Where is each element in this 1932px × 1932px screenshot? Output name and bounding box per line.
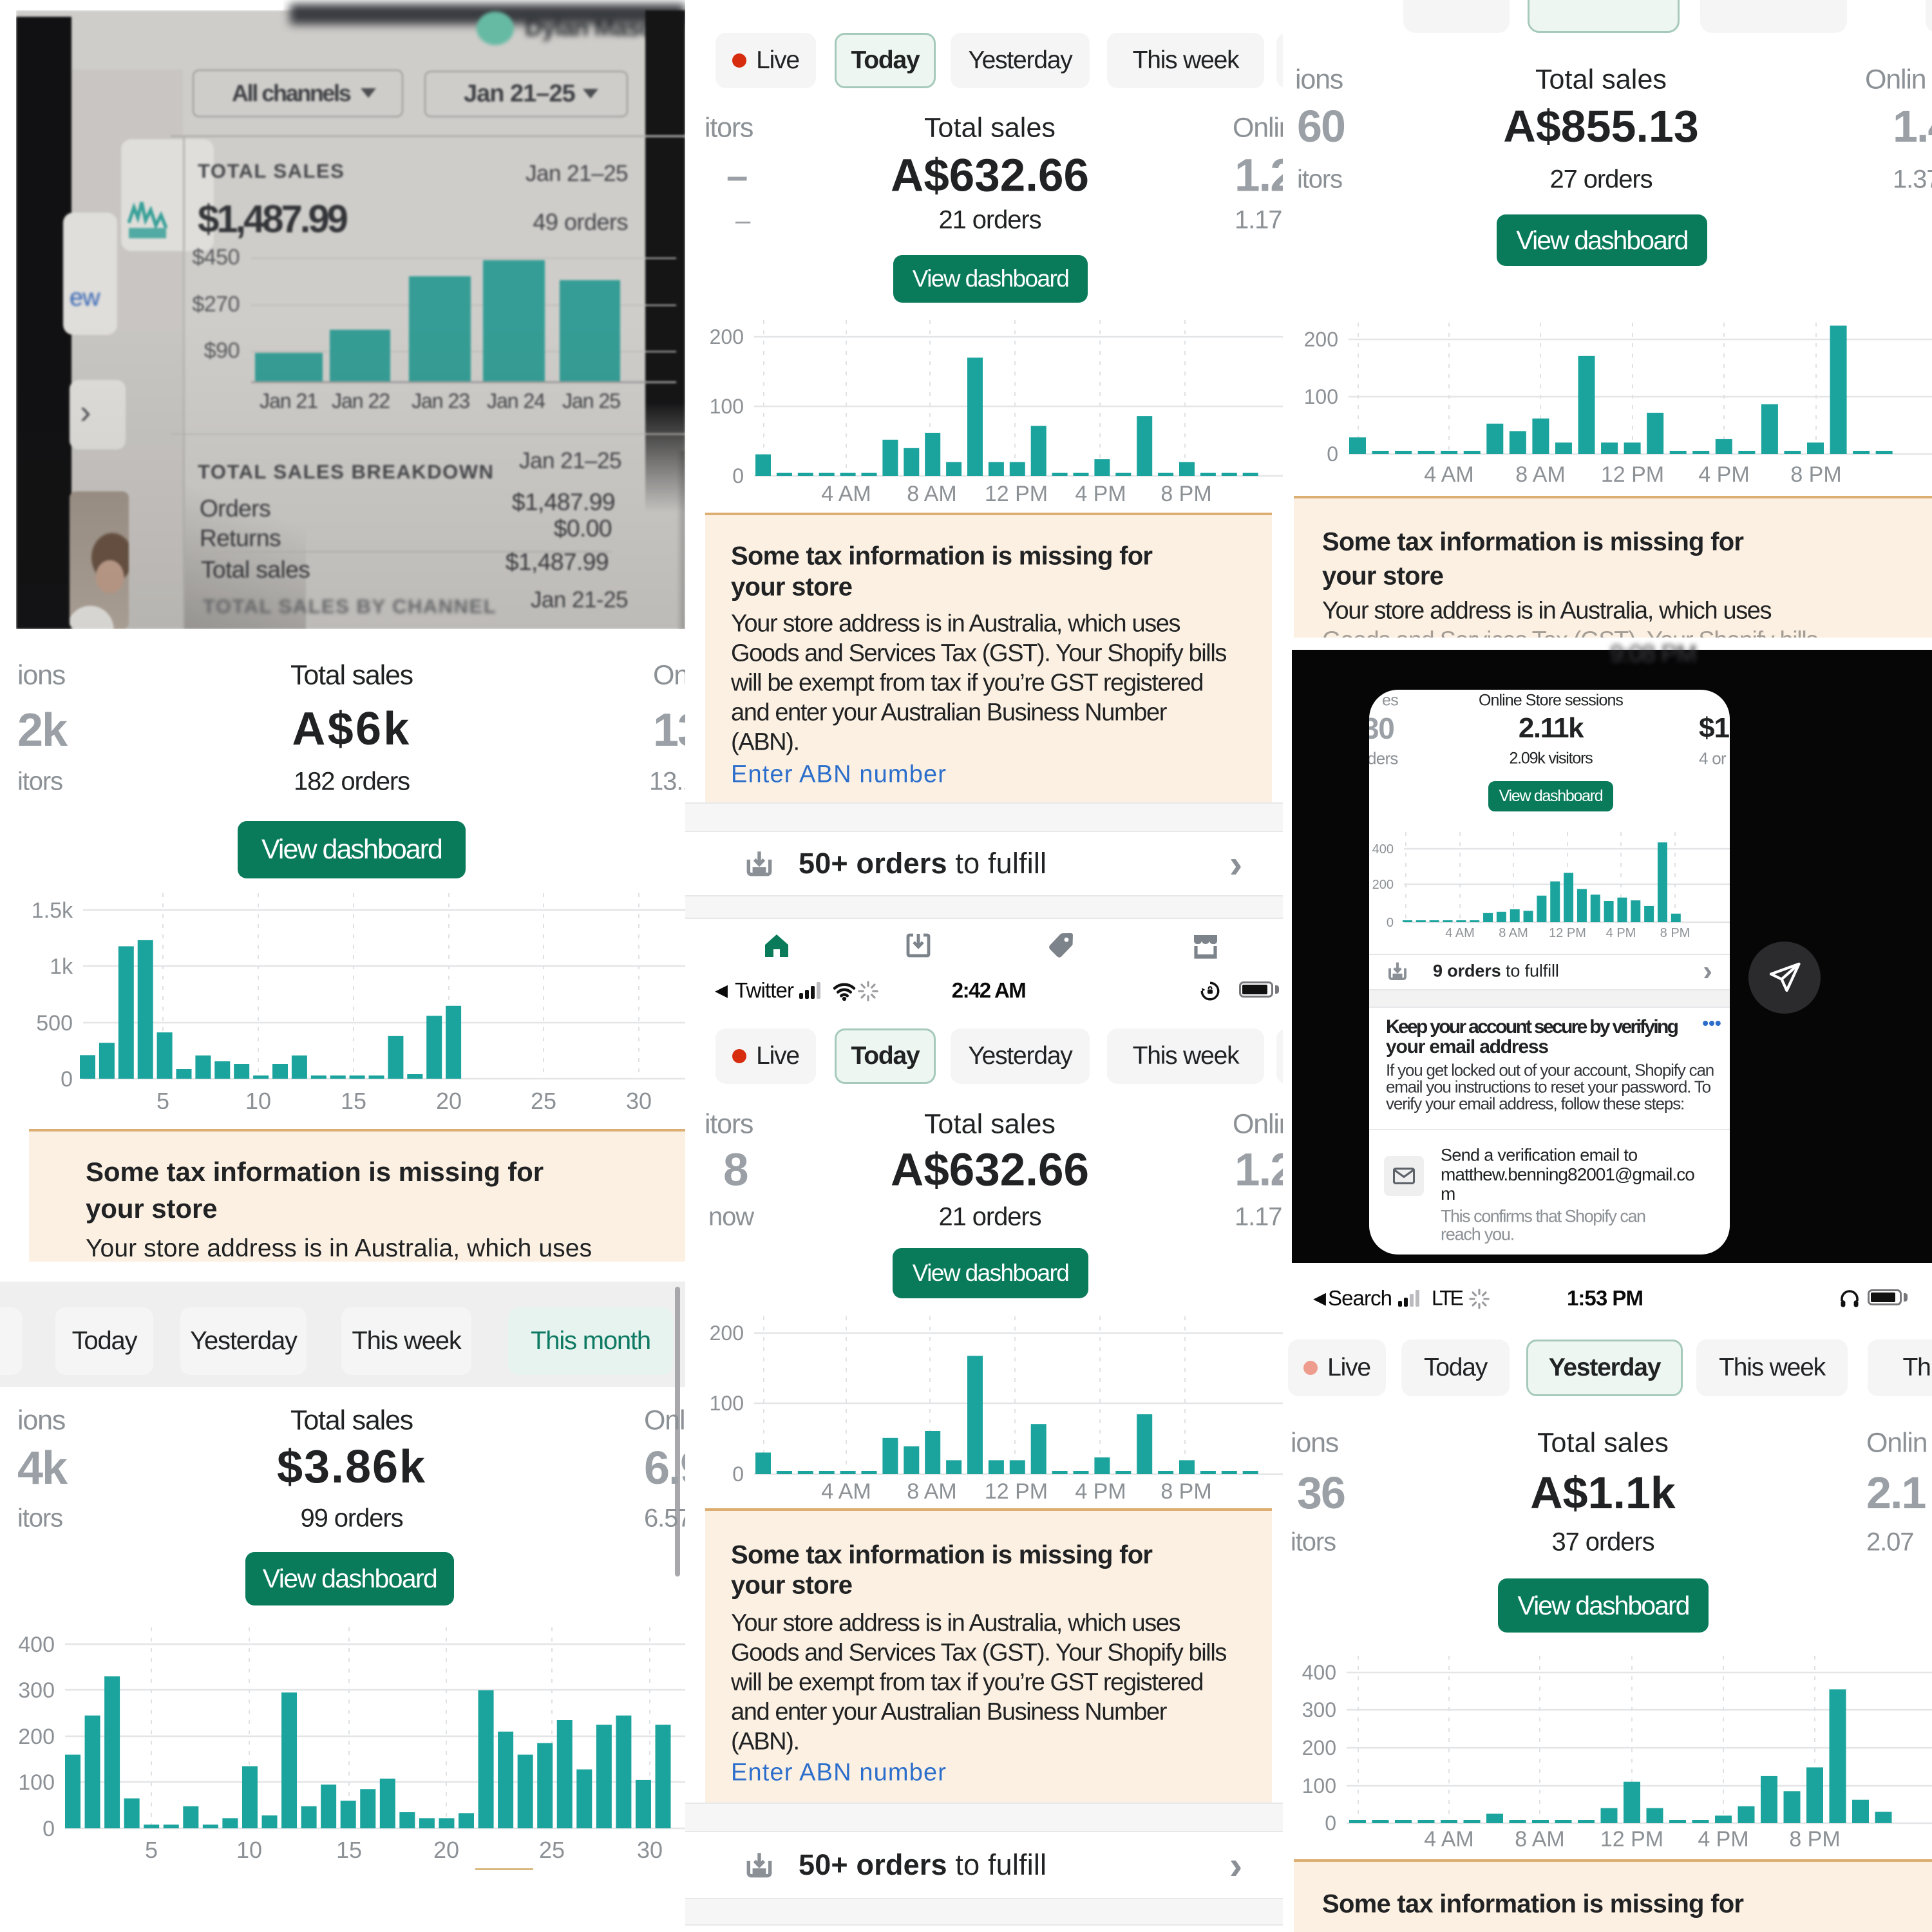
svg-text:0: 0 xyxy=(732,464,744,488)
svg-text:10: 10 xyxy=(236,1837,262,1863)
svg-text:500: 500 xyxy=(36,1011,73,1036)
svg-text:8 AM: 8 AM xyxy=(907,1479,956,1504)
svg-text:4 AM: 4 AM xyxy=(821,482,871,506)
svg-text:10: 10 xyxy=(245,1088,271,1109)
svg-text:12 PM: 12 PM xyxy=(985,482,1048,506)
svg-text:1k: 1k xyxy=(50,954,73,979)
svg-text:4 AM: 4 AM xyxy=(1445,926,1475,940)
svg-text:20: 20 xyxy=(433,1837,459,1863)
svg-text:0: 0 xyxy=(61,1067,73,1092)
svg-text:12 PM: 12 PM xyxy=(985,1479,1048,1504)
svg-text:4 AM: 4 AM xyxy=(821,1479,871,1504)
svg-text:200: 200 xyxy=(1302,1736,1336,1759)
svg-text:300: 300 xyxy=(1302,1698,1336,1721)
svg-text:4 PM: 4 PM xyxy=(1698,462,1749,487)
svg-text:8 AM: 8 AM xyxy=(907,482,956,506)
svg-text:300: 300 xyxy=(18,1678,55,1703)
svg-text:400: 400 xyxy=(1372,842,1394,857)
svg-text:12 PM: 12 PM xyxy=(1549,926,1586,940)
svg-text:4 PM: 4 PM xyxy=(1698,1827,1748,1849)
svg-text:8 AM: 8 AM xyxy=(1499,926,1528,940)
svg-text:0: 0 xyxy=(43,1817,55,1841)
svg-text:8 PM: 8 PM xyxy=(1790,462,1841,487)
svg-text:20: 20 xyxy=(436,1088,462,1109)
svg-text:0: 0 xyxy=(1327,442,1338,466)
svg-text:200: 200 xyxy=(1304,328,1338,351)
svg-text:400: 400 xyxy=(1302,1661,1336,1684)
svg-text:8 AM: 8 AM xyxy=(1515,1827,1564,1849)
svg-text:200: 200 xyxy=(1372,878,1394,892)
svg-text:4 PM: 4 PM xyxy=(1075,482,1126,506)
svg-text:4 AM: 4 AM xyxy=(1424,462,1473,487)
svg-text:15: 15 xyxy=(341,1088,366,1109)
svg-text:12 PM: 12 PM xyxy=(1600,1827,1663,1849)
svg-text:200: 200 xyxy=(710,1321,744,1345)
svg-text:100: 100 xyxy=(1302,1774,1336,1797)
svg-text:0: 0 xyxy=(1325,1812,1336,1835)
svg-text:15: 15 xyxy=(336,1837,362,1863)
svg-text:400: 400 xyxy=(18,1633,55,1657)
svg-text:100: 100 xyxy=(18,1770,55,1795)
svg-text:200: 200 xyxy=(710,325,744,348)
svg-text:5: 5 xyxy=(156,1088,169,1109)
svg-text:0: 0 xyxy=(732,1463,744,1486)
svg-text:100: 100 xyxy=(1304,385,1338,408)
svg-text:8 PM: 8 PM xyxy=(1660,926,1690,940)
svg-text:1.5k: 1.5k xyxy=(32,898,73,923)
svg-text:12 PM: 12 PM xyxy=(1601,462,1664,487)
svg-text:4 PM: 4 PM xyxy=(1075,1479,1126,1504)
svg-text:25: 25 xyxy=(531,1088,556,1109)
svg-text:0: 0 xyxy=(1387,916,1394,930)
svg-text:8 PM: 8 PM xyxy=(1789,1827,1840,1849)
svg-text:25: 25 xyxy=(539,1837,565,1863)
svg-text:4 PM: 4 PM xyxy=(1606,926,1636,940)
svg-text:100: 100 xyxy=(710,395,744,418)
svg-text:8 PM: 8 PM xyxy=(1160,482,1211,506)
svg-text:8 PM: 8 PM xyxy=(1160,1479,1211,1504)
svg-text:200: 200 xyxy=(18,1725,55,1749)
svg-text:100: 100 xyxy=(710,1392,744,1415)
svg-text:30: 30 xyxy=(637,1837,663,1863)
svg-text:30: 30 xyxy=(626,1088,652,1109)
svg-text:4 AM: 4 AM xyxy=(1424,1827,1473,1849)
svg-text:5: 5 xyxy=(145,1837,158,1863)
svg-text:8 AM: 8 AM xyxy=(1515,462,1565,487)
